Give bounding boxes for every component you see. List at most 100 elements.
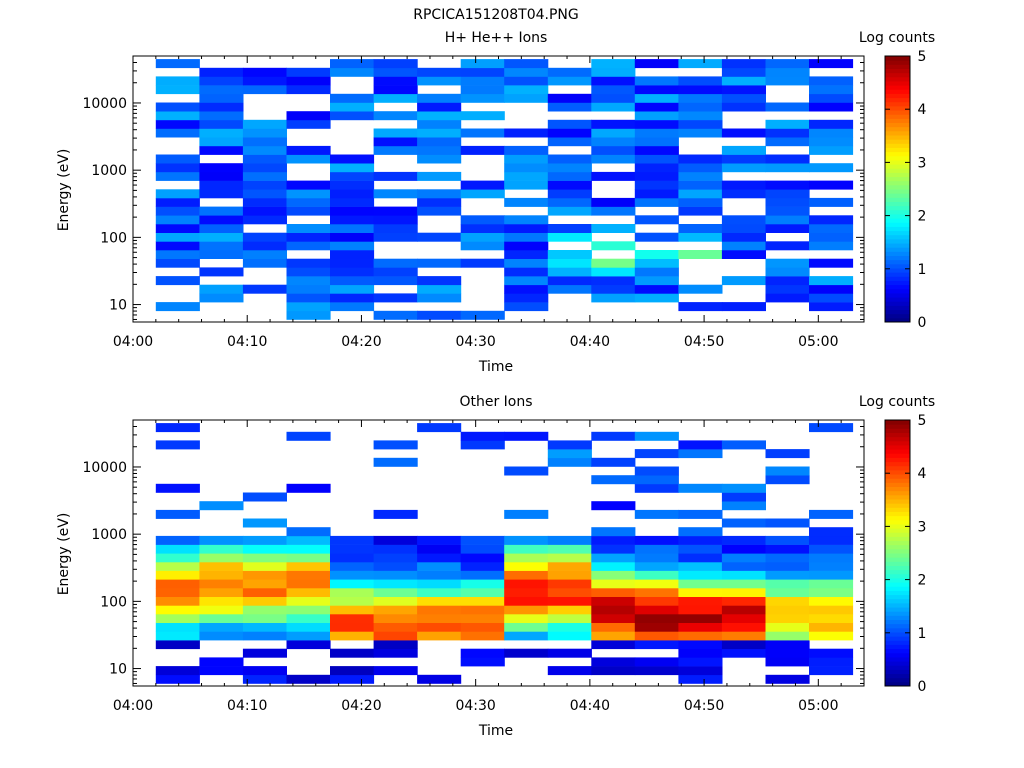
heatmap-cell [330,284,375,294]
heatmap-cell [765,284,810,294]
heatmap-cell [634,76,679,86]
heatmap-cell [547,250,592,259]
heatmap-cell [242,232,287,242]
heatmap-cell [678,180,723,190]
heatmap-cell [678,674,723,684]
heatmap-cell [417,284,462,294]
heatmap-cell [373,189,418,199]
heatmap-cell [373,596,418,606]
heatmap-cell [678,189,723,199]
heatmap-cell [721,622,766,632]
heatmap-cell [242,518,287,528]
colorbar-swatch [885,627,910,633]
heatmap-cell [678,614,723,623]
heatmap-cell [242,250,287,259]
heatmap-cell [286,67,331,77]
heatmap-cell [286,310,331,320]
heatmap-cell [460,648,505,658]
heatmap-cell [417,310,462,320]
heatmap-cell [678,648,723,658]
y-tick-label: 10000 [82,460,127,476]
heatmap-cell [242,596,287,606]
heatmap-cell [634,215,679,225]
colorbar-swatch [885,276,910,281]
heatmap-cell [199,137,244,147]
heatmap-cell [547,76,592,86]
heatmap-cell [417,102,462,112]
heatmap-cell [373,614,418,623]
heatmap-cell [286,206,331,216]
heatmap-cell [504,224,549,233]
heatmap-cell [373,267,418,277]
x-tick-label: 04:30 [455,698,495,714]
heatmap-cell [504,570,549,580]
heatmap-cell [155,85,200,95]
heatmap-cell [591,276,636,286]
heatmap-cell [330,293,375,303]
heatmap-cell [809,102,854,112]
heatmap-cell [155,483,200,493]
heatmap-cell [199,570,244,580]
heatmap-cell [591,614,636,623]
heatmap-cell [547,553,592,563]
heatmap-cell [547,119,592,129]
heatmap-cell [809,180,854,190]
heatmap-cell [330,171,375,181]
heatmap-cell [417,293,462,303]
heatmap-cell [547,631,592,641]
colorbar-tick-label: 2 [918,209,927,225]
heatmap-cell [809,215,854,225]
heatmap-cell [242,605,287,615]
colorbar-swatch [885,130,910,136]
heatmap-cell [547,579,592,589]
heatmap-cell [721,250,766,259]
heatmap-cell [417,570,462,580]
figure-title: RPCICA151208T04.PNG [413,7,578,23]
heatmap-cell [155,553,200,563]
heatmap-cell [547,457,592,467]
heatmap-cell [417,119,462,129]
heatmap-cell [199,501,244,511]
heatmap-cell [242,76,287,86]
heatmap-cell [199,553,244,563]
heatmap-cell [547,588,592,597]
heatmap-cell [504,76,549,86]
heatmap-cell [591,605,636,615]
heatmap-cell [634,535,679,545]
heatmap-cell [678,631,723,641]
colorbar-swatch [885,172,910,178]
heatmap-cell [547,276,592,286]
heatmap-cell [721,492,766,502]
y-tick-label: 100 [100,230,127,246]
heatmap-cell [504,145,549,155]
heatmap-cell [286,197,331,207]
colorbar-swatch [885,288,910,294]
heatmap-cell [809,648,854,658]
heatmap-cell [199,657,244,667]
colorbar-swatch [885,189,910,194]
heatmap-cell [460,570,505,580]
heatmap-cell [678,640,723,650]
heatmap-cell [634,111,679,121]
heatmap-cell [678,657,723,667]
heatmap-cell [373,59,418,69]
colorbar-swatch [885,561,910,566]
heatmap-cell [591,553,636,563]
heatmap-cell [634,509,679,519]
heatmap-cell [330,276,375,286]
heatmap-cell [634,579,679,589]
heatmap-cell [678,232,723,242]
heatmap-cell [504,258,549,268]
heatmap-cell [286,553,331,563]
heatmap-cell [199,631,244,641]
heatmap-cell [417,258,462,268]
heatmap-cell [765,206,810,216]
colorbar-swatch [885,515,910,521]
heatmap-cell [721,605,766,615]
heatmap-cell [591,206,636,216]
heatmap-cell [547,648,592,658]
heatmap-cell [634,605,679,615]
heatmap-cell [155,544,200,554]
heatmap-cell [809,163,854,173]
heatmap-cell [373,631,418,641]
